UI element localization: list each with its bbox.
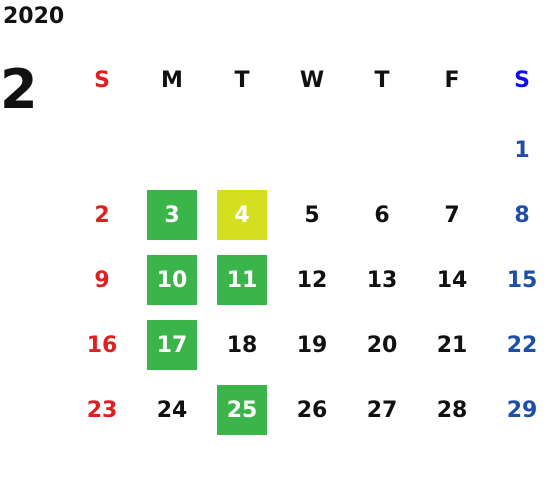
day-cell[interactable]: 6 bbox=[374, 202, 390, 228]
day-cell[interactable]: 12 bbox=[296, 267, 328, 293]
day-cell[interactable]: 16 bbox=[86, 332, 118, 358]
day-cell[interactable]: 27 bbox=[366, 397, 398, 423]
weekday-header: W bbox=[299, 67, 325, 93]
day-cell[interactable]: 9 bbox=[94, 267, 110, 293]
month-number: 2 bbox=[0, 58, 38, 121]
day-cell[interactable]: 21 bbox=[436, 332, 468, 358]
day-cell[interactable]: 13 bbox=[366, 267, 398, 293]
day-cell[interactable]: 2 bbox=[94, 202, 110, 228]
day-cell[interactable]: 17 bbox=[147, 320, 197, 370]
day-cell[interactable]: 10 bbox=[147, 255, 197, 305]
day-cell[interactable]: 29 bbox=[506, 397, 538, 423]
weekday-header: F bbox=[444, 67, 460, 93]
day-cell[interactable]: 5 bbox=[304, 202, 320, 228]
year-label: 2020 bbox=[3, 4, 65, 29]
day-cell[interactable]: 18 bbox=[226, 332, 258, 358]
day-cell[interactable]: 8 bbox=[514, 202, 530, 228]
day-cell[interactable]: 1 bbox=[514, 137, 530, 163]
day-cell[interactable]: 7 bbox=[444, 202, 460, 228]
day-cell[interactable]: 3 bbox=[147, 190, 197, 240]
day-cell[interactable]: 25 bbox=[217, 385, 267, 435]
weekday-header: S bbox=[94, 67, 110, 93]
day-cell[interactable]: 24 bbox=[156, 397, 188, 423]
day-cell[interactable]: 4 bbox=[217, 190, 267, 240]
weekday-header: M bbox=[161, 67, 183, 93]
day-cell[interactable]: 20 bbox=[366, 332, 398, 358]
day-cell[interactable]: 19 bbox=[296, 332, 328, 358]
weekday-header: T bbox=[234, 67, 250, 93]
day-cell[interactable]: 23 bbox=[86, 397, 118, 423]
day-cell[interactable]: 26 bbox=[296, 397, 328, 423]
day-cell[interactable]: 22 bbox=[506, 332, 538, 358]
weekday-header: T bbox=[374, 67, 390, 93]
day-cell[interactable]: 28 bbox=[436, 397, 468, 423]
day-cell[interactable]: 15 bbox=[506, 267, 538, 293]
day-cell[interactable]: 11 bbox=[217, 255, 267, 305]
weekday-header: S bbox=[514, 67, 530, 93]
day-cell[interactable]: 14 bbox=[436, 267, 468, 293]
